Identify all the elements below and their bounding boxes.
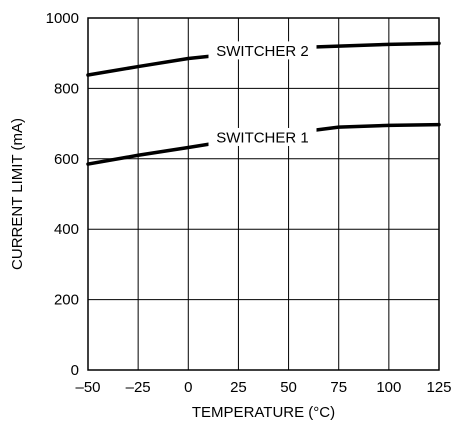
x-tick-label: 75 bbox=[330, 379, 347, 396]
grid bbox=[87, 17, 440, 371]
y-tick-labels: 0 200 400 600 800 1000 bbox=[46, 10, 79, 379]
y-tick-label: 0 bbox=[71, 362, 79, 379]
series-labels: SWITCHER 2 SWITCHER 1 bbox=[208, 41, 317, 146]
x-tick-label: 50 bbox=[280, 379, 297, 396]
y-tick-label: 600 bbox=[54, 151, 79, 168]
series-label: SWITCHER 2 bbox=[216, 43, 309, 60]
x-tick-label: 0 bbox=[184, 379, 192, 396]
x-tick-label: 25 bbox=[230, 379, 247, 396]
x-tick-labels: –50 –25 0 25 50 75 100 125 bbox=[75, 379, 451, 396]
x-tick-label: 100 bbox=[376, 379, 401, 396]
y-tick-label: 800 bbox=[54, 80, 79, 97]
series-label-background bbox=[208, 127, 317, 146]
x-tick-label: –50 bbox=[75, 379, 100, 396]
x-tick-label: 125 bbox=[426, 379, 451, 396]
y-tick-label: 1000 bbox=[46, 10, 79, 27]
series-label: SWITCHER 1 bbox=[216, 129, 309, 146]
y-axis-title: CURRENT LIMIT (mA) bbox=[9, 118, 26, 270]
x-tick-label: –25 bbox=[126, 379, 151, 396]
plot-frame bbox=[87, 17, 440, 371]
x-axis-title: TEMPERATURE (°C) bbox=[192, 404, 335, 421]
y-tick-label: 400 bbox=[54, 221, 79, 238]
y-tick-label: 200 bbox=[54, 292, 79, 309]
series-label-background bbox=[208, 41, 317, 60]
